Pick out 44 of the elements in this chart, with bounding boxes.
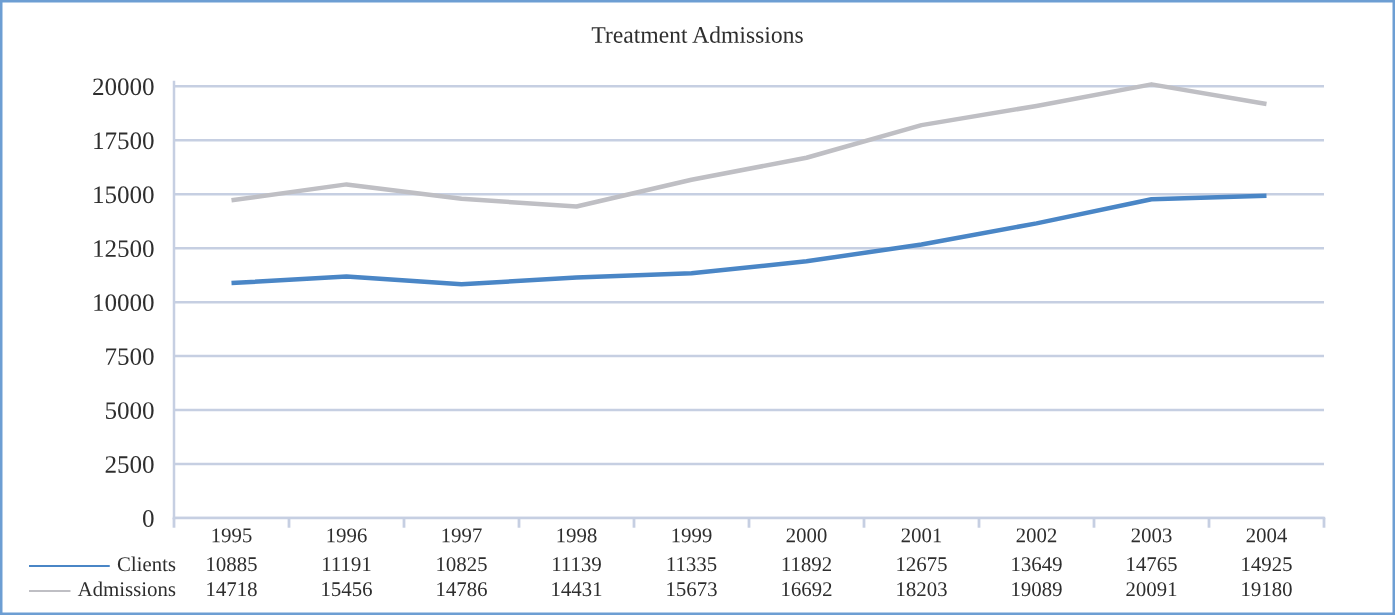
y-tick-label: 15000 [94,186,154,204]
y-tick-label: 20000 [93,78,154,96]
data-label: 15456 [322,582,372,597]
x-tick-label: 1996 [327,528,367,543]
chart-title: Treatment Admissions [591,26,803,43]
data-label: 14925 [1242,557,1292,572]
data-label: 13649 [1012,557,1062,572]
line-series [229,82,1269,209]
data-label: 11892 [782,557,831,572]
data-label: 20091 [1126,582,1177,597]
x-tick-label: 1997 [442,528,482,543]
y-tick-label: 12500 [94,240,154,258]
data-label: 19180 [1242,582,1292,597]
data-label: 11335 [667,557,717,572]
x-tick-label: 1999 [672,528,712,543]
data-label: 12675 [897,557,947,572]
y-tick-label: 5000 [106,402,154,419]
y-tick-label: 0 [143,510,154,527]
line-series [229,193,1269,287]
data-label: 14765 [1127,557,1177,572]
y-tick-label: 10000 [94,294,154,312]
x-tick-label: 1995 [212,528,252,543]
legend-label: Admissions [77,581,176,597]
data-label: 14786 [437,582,487,597]
legend-label: Clients [117,556,176,572]
x-tick-label: 2003 [1131,528,1172,543]
data-label: 14718 [207,582,257,597]
data-label: 15673 [667,582,717,597]
y-tick-label: 17500 [94,132,154,150]
data-label: 11139 [553,557,601,572]
x-tick-label: 2001 [901,528,942,543]
data-label: 19089 [1012,582,1062,597]
data-label: 14431 [552,582,602,597]
data-label: 10885 [207,557,257,572]
x-tick-label: 1998 [557,528,597,543]
x-tick-label: 2002 [1016,528,1057,543]
data-label: 18203 [897,582,947,597]
data-label: 16692 [782,582,832,597]
data-label: 10825 [437,557,487,572]
data-label: 11191 [323,557,371,572]
x-tick-label: 2004 [1246,528,1288,543]
x-tick-label: 2000 [786,528,827,543]
y-tick-label: 2500 [105,456,154,473]
y-tick-label: 7500 [106,348,154,366]
